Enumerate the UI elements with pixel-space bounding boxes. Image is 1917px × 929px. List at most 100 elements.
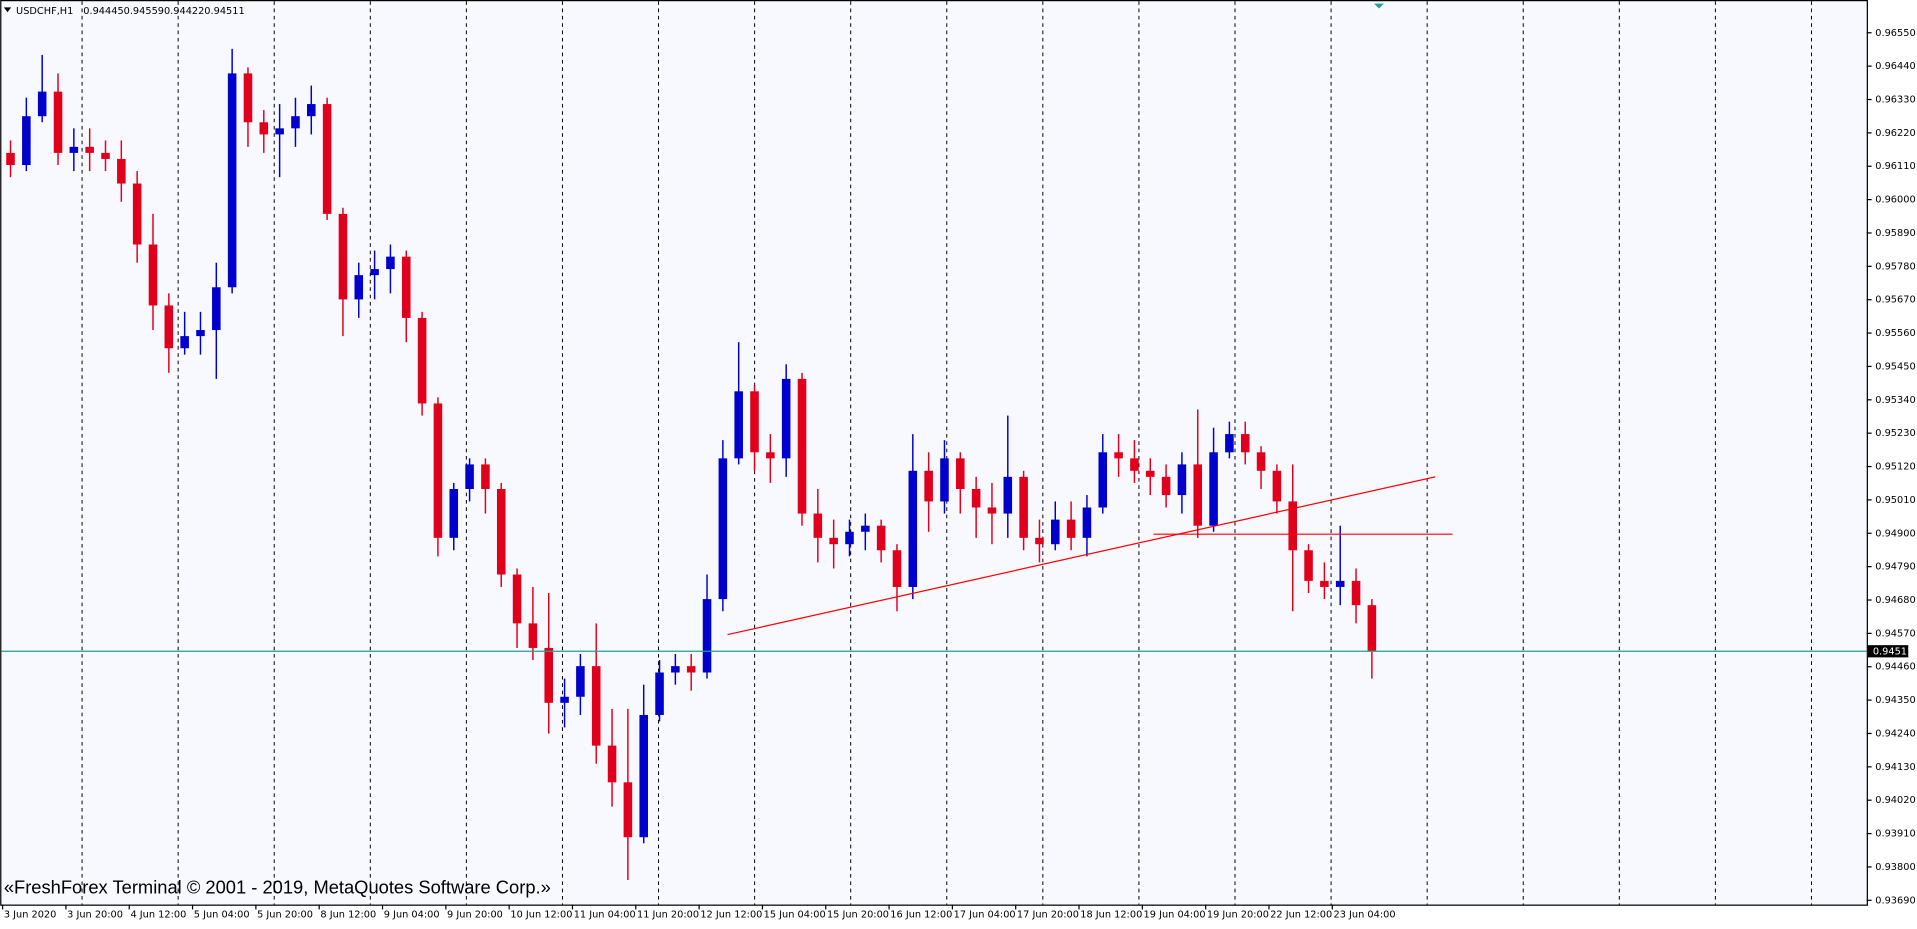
y-tick-label: 0.96330 xyxy=(1875,95,1915,106)
candle-body xyxy=(307,104,316,117)
candle-body xyxy=(734,391,743,459)
candle-body xyxy=(924,470,933,502)
x-tick-label: 5 Jun 20:00 xyxy=(257,909,313,920)
y-tick-label: 0.95670 xyxy=(1875,295,1915,306)
y-tick-label: 0.94460 xyxy=(1875,662,1915,673)
x-tick-label: 17 Jun 20:00 xyxy=(1017,909,1079,920)
y-tick-label: 0.94680 xyxy=(1875,595,1915,606)
header-value: 0.94511 xyxy=(204,6,244,17)
candle-body xyxy=(85,146,94,153)
candle-body xyxy=(861,525,870,532)
candle-body xyxy=(1209,452,1218,526)
x-tick-label: 16 Jun 12:00 xyxy=(890,909,952,920)
candle-body xyxy=(101,152,110,159)
x-tick-label: 17 Jun 04:00 xyxy=(954,909,1016,920)
y-tick-label: 0.95890 xyxy=(1875,228,1915,239)
candle-body xyxy=(623,782,633,838)
candle-body xyxy=(164,305,174,349)
y-tick-label: 0.96550 xyxy=(1875,28,1915,39)
candle-body xyxy=(544,647,554,703)
candle-body xyxy=(496,488,506,575)
x-tick-label: 15 Jun 20:00 xyxy=(827,909,889,920)
candle-body xyxy=(1066,519,1076,538)
candle-body xyxy=(876,525,886,551)
x-tick-label: 18 Jun 12:00 xyxy=(1080,909,1142,920)
candle-body xyxy=(1193,464,1203,526)
y-tick-label: 0.95010 xyxy=(1875,495,1915,506)
candle-body xyxy=(576,666,585,697)
candle-body xyxy=(1335,580,1345,587)
x-tick-label: 22 Jun 12:00 xyxy=(1270,909,1332,920)
candle-body xyxy=(449,488,459,538)
y-tick-label: 0.95560 xyxy=(1875,328,1915,339)
y-tick-label: 0.96440 xyxy=(1875,61,1915,72)
x-tick-label: 9 Jun 20:00 xyxy=(447,909,503,920)
symbol: USDCHF,H1 xyxy=(16,6,73,17)
candle-body xyxy=(53,91,63,153)
candle-body xyxy=(1367,605,1377,652)
y-tick-label: 0.95230 xyxy=(1875,428,1915,439)
candle-body xyxy=(1351,580,1361,606)
y-tick-label: 0.94350 xyxy=(1875,695,1915,706)
candle-body xyxy=(291,116,300,129)
candle-body xyxy=(1051,519,1060,545)
x-tick-label: 19 Jun 20:00 xyxy=(1207,909,1269,920)
y-tick-label: 0.94900 xyxy=(1875,528,1915,539)
y-tick-label: 0.96220 xyxy=(1875,128,1915,139)
candle-body xyxy=(750,391,759,453)
candle-body xyxy=(845,531,854,545)
candle-body xyxy=(528,623,538,648)
candle-body xyxy=(433,403,443,538)
candle-body xyxy=(243,73,253,123)
plot-area xyxy=(0,0,1868,906)
x-tick-label: 10 Jun 12:00 xyxy=(510,909,572,920)
candle-body xyxy=(607,745,617,783)
marker xyxy=(1374,3,1384,9)
candle-body xyxy=(227,73,237,288)
candle-body xyxy=(829,537,838,545)
candle-body xyxy=(259,122,269,135)
candle-body xyxy=(940,458,949,502)
candle-body xyxy=(813,513,823,538)
y-tick-label: 0.94130 xyxy=(1875,762,1915,773)
x-tick-label: 3 Jun 20:00 xyxy=(67,909,123,920)
candle-body xyxy=(1225,434,1234,453)
candle-body xyxy=(781,378,791,459)
y-tick-label: 0.96000 xyxy=(1875,195,1915,206)
x-tick-label: 3 Jun 2020 xyxy=(4,909,57,920)
candle-body xyxy=(639,714,648,838)
candle-body xyxy=(117,158,126,184)
candle-body xyxy=(671,666,680,673)
candle-body xyxy=(386,256,395,270)
candle-body xyxy=(1019,476,1028,538)
candle-body xyxy=(481,464,490,489)
candle-body xyxy=(69,146,79,153)
current-price-label: 0.94511 xyxy=(1873,646,1913,657)
x-tick-label: 19 Jun 04:00 xyxy=(1144,909,1206,920)
candle-body xyxy=(180,336,189,349)
candle-body xyxy=(275,128,284,135)
x-tick-label: 8 Jun 12:00 xyxy=(320,909,376,920)
candle-body xyxy=(686,666,696,673)
candle-body xyxy=(1256,452,1266,471)
y-tick-label: 0.94790 xyxy=(1875,562,1915,573)
candle-body xyxy=(1003,476,1013,514)
candle-body xyxy=(591,666,601,746)
candle-body xyxy=(338,213,348,300)
candle-body xyxy=(354,275,364,300)
candle-body xyxy=(892,550,902,587)
candle-body xyxy=(1130,458,1139,471)
y-tick-label: 0.94240 xyxy=(1875,728,1915,739)
y-tick-label: 0.94020 xyxy=(1875,795,1915,806)
y-tick-label: 0.94570 xyxy=(1875,628,1915,639)
watermark: «FreshForex Terminal © 2001 - 2019, Meta… xyxy=(4,877,551,898)
candle-body xyxy=(1320,580,1329,587)
menu-arrow xyxy=(3,7,12,13)
candle-body xyxy=(6,152,15,166)
candle-body xyxy=(560,696,569,703)
x-tick-label: 23 Jun 04:00 xyxy=(1334,909,1396,920)
candle-body xyxy=(956,458,965,489)
candle-body xyxy=(1288,501,1298,551)
candle-body xyxy=(1177,464,1187,496)
